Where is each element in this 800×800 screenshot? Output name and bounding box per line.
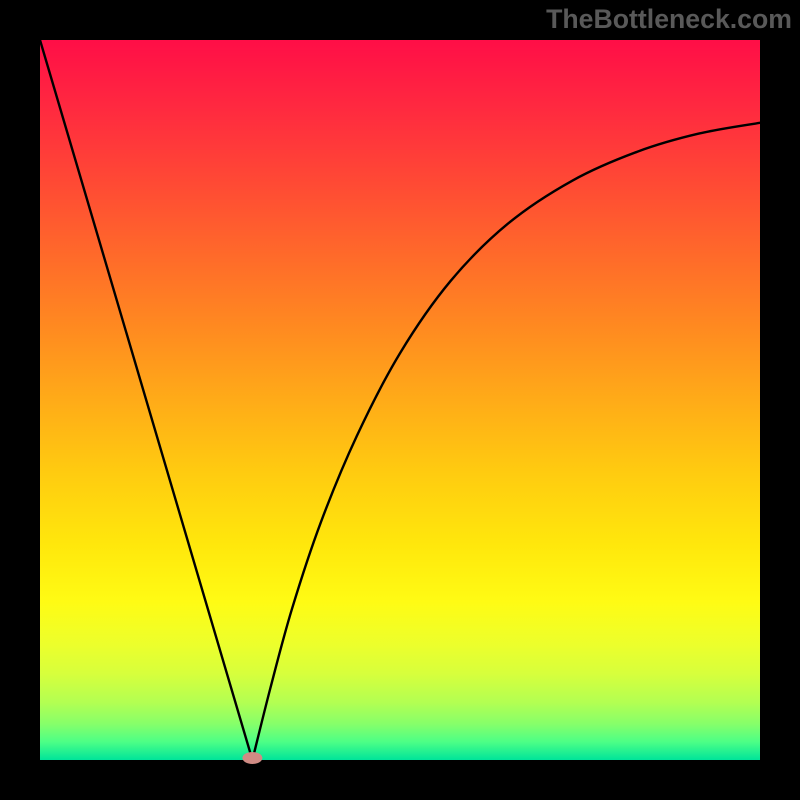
bottleneck-chart: [0, 0, 800, 800]
vertex-marker: [242, 752, 262, 764]
plot-background: [40, 40, 760, 760]
watermark-text: TheBottleneck.com: [546, 4, 792, 35]
chart-container: TheBottleneck.com: [0, 0, 800, 800]
